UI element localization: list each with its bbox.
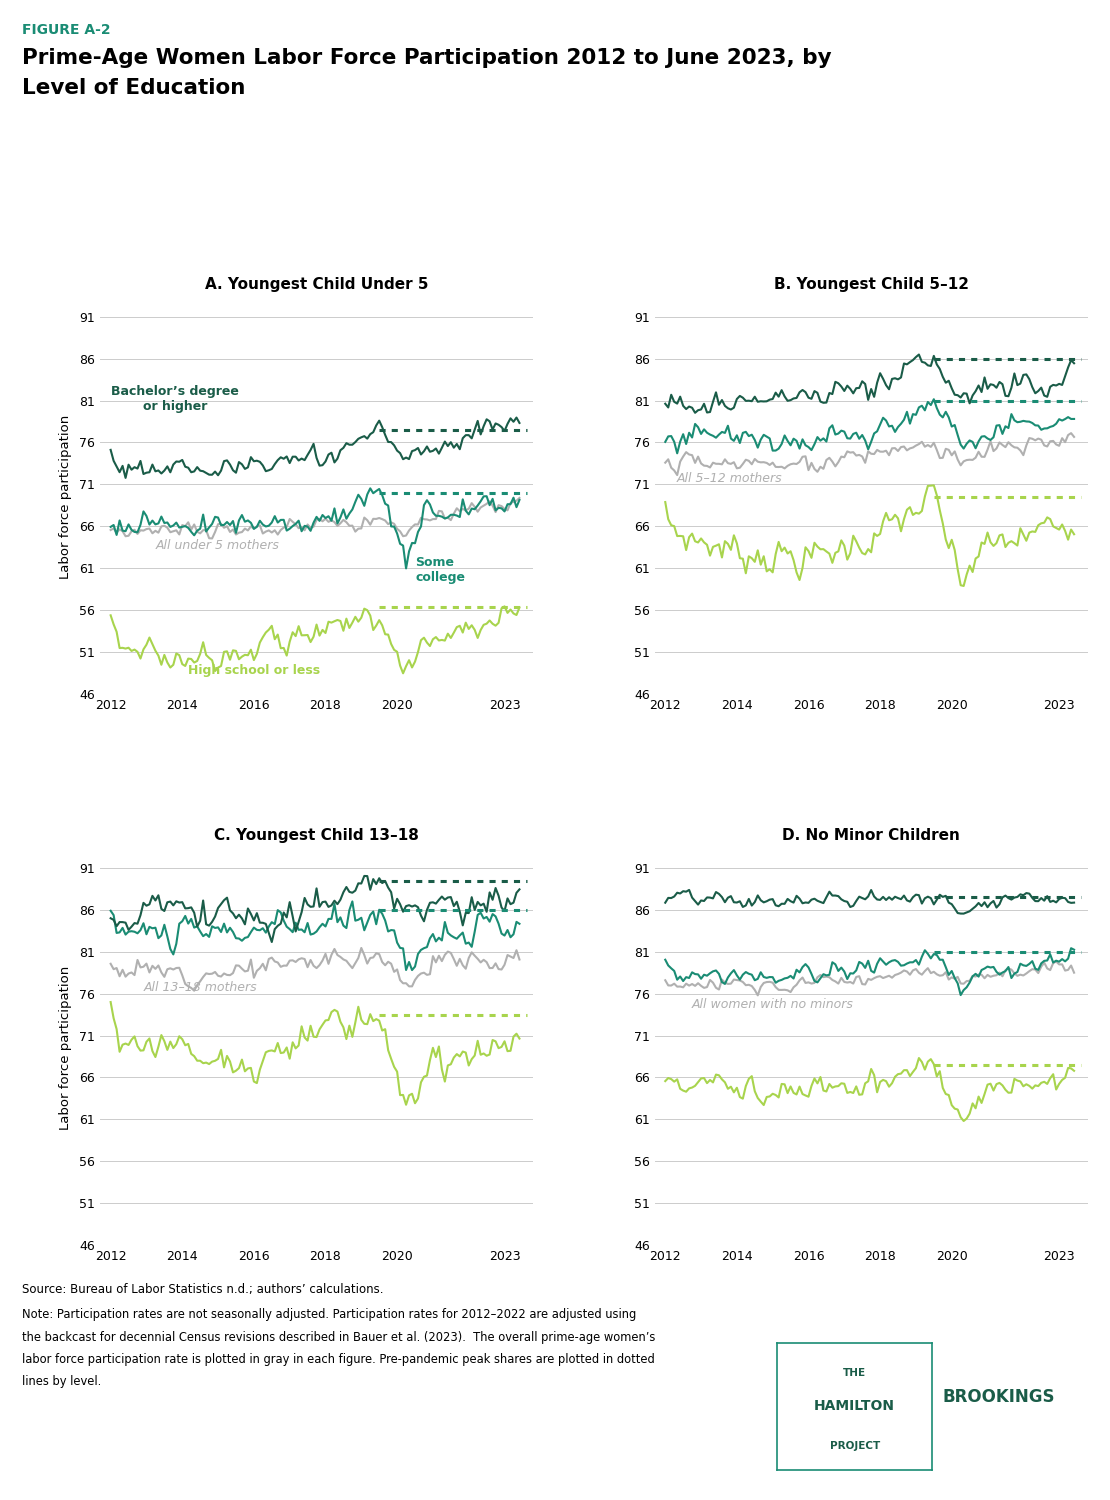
Text: Some
college: Some college [415,555,465,584]
Text: FIGURE A-2: FIGURE A-2 [22,22,111,36]
Text: Note: Participation rates are not seasonally adjusted. Participation rates for 2: Note: Participation rates are not season… [22,1308,636,1322]
Text: All 13–18 mothers: All 13–18 mothers [143,981,258,994]
Y-axis label: Labor force participation: Labor force participation [59,966,72,1131]
Text: the backcast for decennial Census revisions described in Bauer et al. (2023).  T: the backcast for decennial Census revisi… [22,1330,656,1344]
Text: lines by level.: lines by level. [22,1376,101,1389]
Text: All 5–12 mothers: All 5–12 mothers [677,471,783,484]
Text: Level of Education: Level of Education [22,78,245,98]
Text: THE: THE [844,1368,866,1378]
Y-axis label: Labor force participation: Labor force participation [59,416,72,579]
Title: B. Youngest Child 5–12: B. Youngest Child 5–12 [774,278,969,292]
Text: Prime-Age Women Labor Force Participation 2012 to June 2023, by: Prime-Age Women Labor Force Participatio… [22,48,831,68]
Text: labor force participation rate is plotted in gray in each figure. Pre-pandemic p: labor force participation rate is plotte… [22,1353,655,1366]
Text: All under 5 mothers: All under 5 mothers [157,538,280,552]
Text: BROOKINGS: BROOKINGS [942,1388,1056,1406]
Text: Source: Bureau of Labor Statistics n.d.; authors’ calculations.: Source: Bureau of Labor Statistics n.d.;… [22,1282,384,1296]
Text: Bachelor’s degree
or higher: Bachelor’s degree or higher [111,386,239,412]
Title: C. Youngest Child 13–18: C. Youngest Child 13–18 [214,828,418,843]
Text: PROJECT: PROJECT [829,1442,880,1450]
Title: A. Youngest Child Under 5: A. Youngest Child Under 5 [204,278,428,292]
Text: High school or less: High school or less [188,664,320,676]
Text: All women with no minors: All women with no minors [692,998,854,1011]
Text: HAMILTON: HAMILTON [815,1400,895,1413]
Title: D. No Minor Children: D. No Minor Children [783,828,960,843]
